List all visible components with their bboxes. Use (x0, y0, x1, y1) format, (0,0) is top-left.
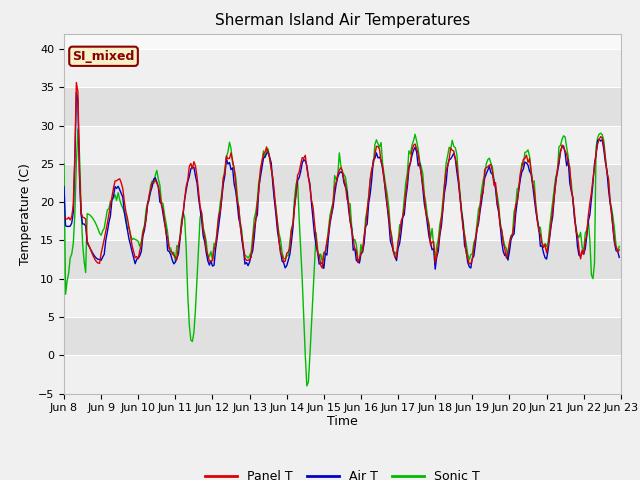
Bar (64, 202, 621, 240)
Bar (64, 125, 621, 164)
Bar (64, 355, 621, 394)
X-axis label: Time: Time (327, 415, 358, 428)
Bar (64, 279, 621, 317)
Bar (64, 164, 621, 202)
Bar (64, 49, 621, 87)
Legend: Panel T, Air T, Sonic T: Panel T, Air T, Sonic T (200, 465, 484, 480)
Title: Sherman Island Air Temperatures: Sherman Island Air Temperatures (215, 13, 470, 28)
Y-axis label: Temperature (C): Temperature (C) (19, 163, 33, 264)
Text: SI_mixed: SI_mixed (72, 50, 135, 63)
Bar (64, 87, 621, 125)
Bar (64, 317, 621, 355)
Bar (64, 240, 621, 279)
